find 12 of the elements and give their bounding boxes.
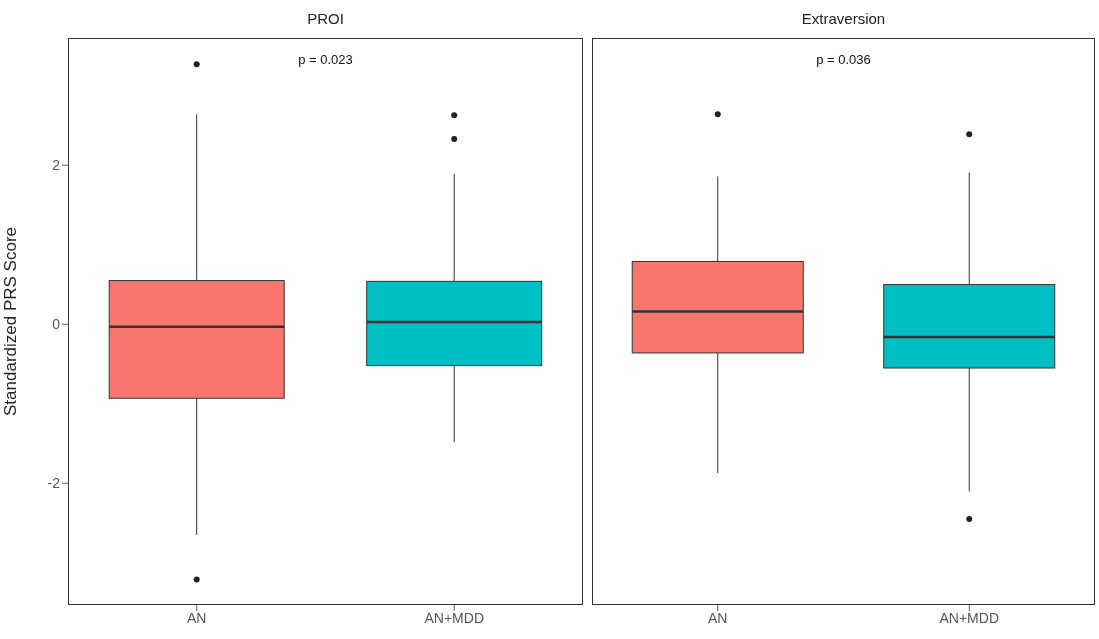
x-tick-label: AN [187, 609, 207, 626]
annotation: p = 0.036 [815, 52, 872, 67]
y-tick-label: 0 [52, 316, 61, 333]
chart-title: PROI [306, 10, 345, 27]
y-tick-label: -2 [47, 475, 61, 492]
y-tick-label: 2 [52, 157, 61, 174]
x-tick-label: AN [708, 609, 728, 626]
x-tick-label: AN+MDD [424, 609, 485, 626]
y-axis-title: Standardized PRS Score [1, 227, 21, 416]
annotation: p = 0.023 [297, 52, 354, 67]
x-tick-label: AN+MDD [939, 609, 1000, 626]
chart-title: Extraversion [800, 10, 887, 27]
